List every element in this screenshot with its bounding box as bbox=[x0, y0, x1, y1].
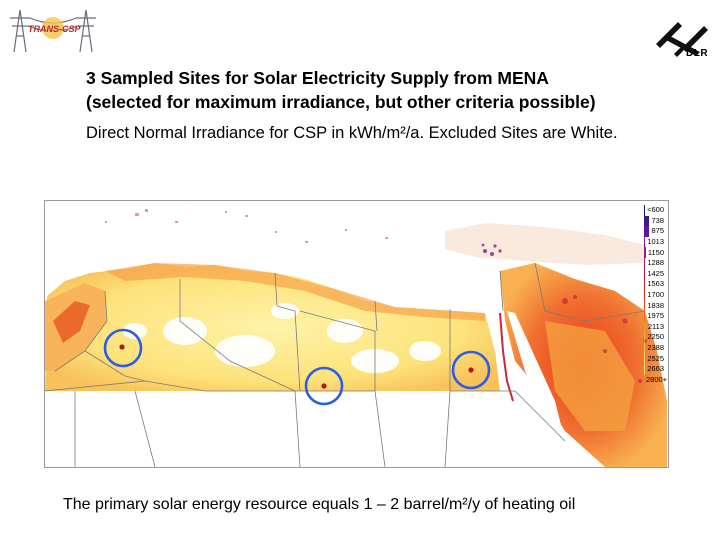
turkey-land bbox=[445, 223, 645, 265]
legend-label: 1150 bbox=[647, 247, 664, 257]
legend-swatch bbox=[644, 300, 646, 311]
legend-label: 2250 bbox=[647, 332, 664, 342]
site-marker-2 bbox=[304, 366, 344, 406]
arabia-interior bbox=[545, 321, 635, 431]
site-marker-1 bbox=[103, 328, 143, 368]
legend-swatch bbox=[644, 321, 646, 333]
legend-entry: 1975 bbox=[644, 310, 664, 322]
title-line-2: (selected for maximum irradiance, but ot… bbox=[86, 92, 596, 112]
legend-label: 1838 bbox=[647, 300, 664, 310]
legend-label: 1425 bbox=[647, 268, 664, 278]
legend-swatch bbox=[644, 310, 646, 322]
legend-entry: 1288 bbox=[644, 257, 664, 269]
trans-csp-logo-text: TRANS-CSP bbox=[28, 24, 81, 34]
dlr-logo bbox=[652, 18, 712, 62]
red-sea bbox=[507, 311, 565, 443]
legend-swatch bbox=[644, 205, 646, 216]
legend-swatch bbox=[644, 215, 650, 227]
legend-label: 2388 bbox=[647, 343, 664, 353]
footer-note: The primary solar energy resource equals… bbox=[63, 496, 576, 513]
atlas-high-irradiance bbox=[53, 301, 90, 343]
page-title: 3 Sampled Sites for Solar Electricity Su… bbox=[86, 66, 596, 114]
legend-label: 738 bbox=[651, 215, 664, 225]
legend-label: 1700 bbox=[647, 290, 664, 300]
legend-label: 1975 bbox=[647, 311, 664, 321]
legend-entry: <600 bbox=[644, 205, 664, 216]
legend-entry: 1838 bbox=[644, 300, 664, 311]
legend-entry: 2800+ bbox=[644, 374, 668, 386]
legend-label: 1288 bbox=[647, 258, 664, 268]
map-subtitle: Direct Normal Irradiance for CSP in kWh/… bbox=[86, 124, 618, 142]
legend-entry: 875 bbox=[644, 226, 664, 237]
legend-swatch bbox=[644, 279, 646, 290]
dlr-logo-text: DLR bbox=[686, 48, 709, 59]
irradiance-legend: <600 738 875 1013 1150 1288 1425 1563 1700 1838 19… bbox=[644, 205, 668, 397]
legend-swatch bbox=[644, 226, 650, 237]
legend-entry: 1150 bbox=[644, 247, 664, 258]
legend-swatch bbox=[644, 268, 646, 280]
legend-swatch bbox=[644, 363, 646, 375]
trans-csp-logo: TRANS-CSP bbox=[6, 6, 98, 56]
legend-swatch bbox=[644, 289, 646, 301]
legend-entry: 1013 bbox=[644, 236, 664, 248]
legend-label: 1563 bbox=[647, 279, 664, 289]
legend-swatch bbox=[644, 353, 646, 364]
legend-swatch bbox=[644, 236, 646, 248]
legend-label: 2663 bbox=[647, 364, 664, 374]
irradiance-map bbox=[44, 200, 669, 468]
site-marker-3 bbox=[451, 350, 491, 390]
legend-entry: 2663 bbox=[644, 363, 664, 375]
legend-label: 875 bbox=[651, 226, 664, 236]
legend-entry: 1563 bbox=[644, 279, 664, 290]
coastal-band bbox=[105, 263, 485, 321]
sahel-area bbox=[45, 391, 515, 467]
legend-label: 2800+ bbox=[646, 374, 668, 384]
legend-label: 1013 bbox=[647, 237, 664, 247]
legend-swatch bbox=[644, 257, 646, 269]
legend-entry: 1425 bbox=[644, 268, 664, 280]
legend-label: 2525 bbox=[647, 353, 664, 363]
legend-label: 2113 bbox=[647, 321, 664, 331]
title-line-1: 3 Sampled Sites for Solar Electricity Su… bbox=[86, 68, 549, 88]
legend-label: <600 bbox=[647, 205, 664, 215]
legend-swatch bbox=[644, 332, 646, 343]
legend-swatch bbox=[644, 247, 646, 258]
legend-entry: 2113 bbox=[644, 321, 664, 333]
legend-entry: 2250 bbox=[644, 332, 664, 343]
legend-entry: 1700 bbox=[644, 289, 664, 301]
legend-entry: 2388 bbox=[644, 342, 664, 354]
legend-entry: 738 bbox=[644, 215, 664, 227]
legend-swatch bbox=[644, 342, 646, 354]
legend-entry: 2525 bbox=[644, 353, 664, 364]
